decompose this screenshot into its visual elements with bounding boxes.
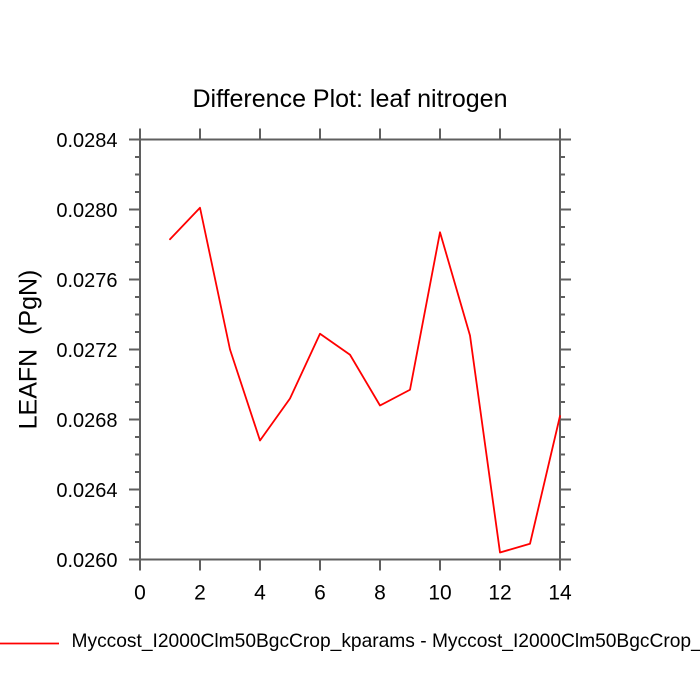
y-axis-tick-label: 0.0268 <box>56 410 117 432</box>
y-axis-tick-label: 0.0276 <box>56 270 117 292</box>
x-axis-tick-label: 2 <box>194 582 206 605</box>
x-axis-tick-label: 0 <box>134 582 146 605</box>
data-line <box>169 206 561 554</box>
x-axis-tick-label: 14 <box>548 582 572 605</box>
y-axis-tick-label: 0.0284 <box>56 130 117 152</box>
x-axis-tick-labels: 0 2 4 6 8 10 12 14 <box>134 582 572 605</box>
x-axis-tick-label: 6 <box>314 582 326 605</box>
y-axis-tick-label: 0.0272 <box>56 340 117 362</box>
y-axis-title: LEAFN (PgN) <box>15 270 43 430</box>
plot-axes <box>129 128 571 571</box>
x-axis-tick-label: 12 <box>488 582 511 605</box>
chart-title: Difference Plot: leaf nitrogen <box>192 85 507 113</box>
y-axis-tick-label: 0.0260 <box>56 550 117 572</box>
plot-frame <box>139 138 561 561</box>
x-axis-tick-label: 8 <box>374 582 386 605</box>
data-series <box>169 206 561 554</box>
y-axis-tick-label: 0.0264 <box>56 480 117 502</box>
x-axis-tick-label: 10 <box>428 582 451 605</box>
y-axis-tick-labels: 0.0260 0.0264 0.0268 0.0272 0.0276 0.0280 0.02… <box>56 130 117 572</box>
y-axis-tick-label: 0.0280 <box>56 200 117 222</box>
legend: Myccost_I2000Clm50BgcCrop_kparams - Mycc… <box>0 631 700 652</box>
legend-label: Myccost_I2000Clm50BgcCrop_kparams - Mycc… <box>72 631 700 652</box>
x-axis-tick-label: 4 <box>254 582 266 605</box>
